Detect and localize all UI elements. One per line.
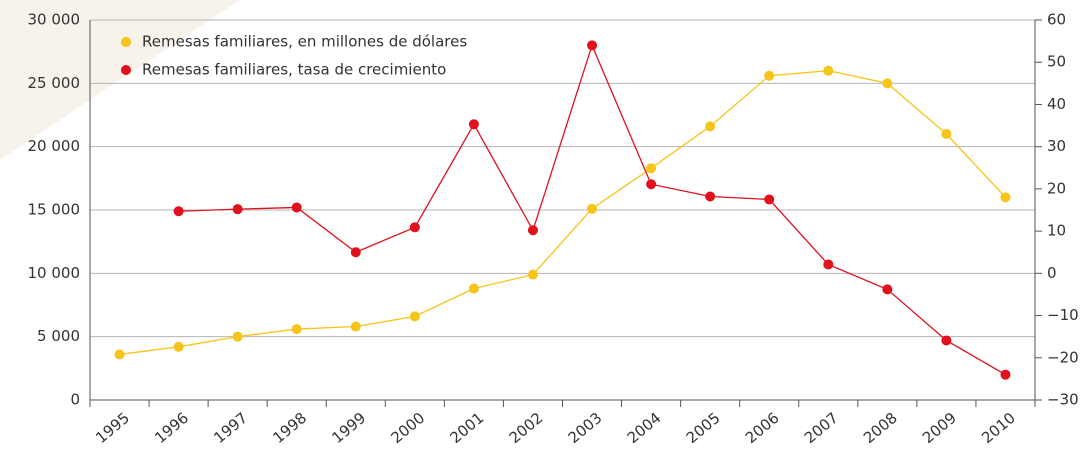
y2-tick-label: −10 — [1047, 306, 1079, 324]
data-point — [823, 65, 834, 76]
legend-label: Remesas familiares, tasa de crecimiento — [142, 61, 446, 79]
x-tick-label: 2009 — [919, 409, 960, 447]
y-tick-label: 5 000 — [37, 327, 80, 345]
x-tick-label: 2001 — [447, 409, 488, 447]
y2-tick-label: 0 — [1047, 264, 1057, 282]
y-tick-label: 0 — [70, 391, 80, 409]
y-tick-label: 30 000 — [28, 11, 81, 29]
y2-tick-label: 10 — [1047, 222, 1066, 240]
data-point — [587, 203, 598, 214]
data-point — [764, 70, 775, 81]
data-point — [291, 202, 302, 213]
x-tick-label: 2006 — [742, 409, 783, 447]
y2-tick-label: 30 — [1047, 137, 1066, 155]
data-point — [705, 191, 716, 202]
data-point — [291, 324, 302, 335]
data-point — [587, 40, 598, 51]
data-point — [114, 349, 125, 360]
data-point — [1000, 192, 1011, 203]
data-point — [941, 335, 952, 346]
data-point — [173, 206, 184, 217]
data-point — [527, 269, 538, 280]
x-tick-label: 2000 — [387, 409, 428, 447]
data-point — [1000, 369, 1011, 380]
legend-label: Remesas familiares, en millones de dólar… — [142, 33, 467, 51]
data-point — [764, 194, 775, 205]
data-point — [350, 247, 361, 258]
y2-tick-label: −30 — [1047, 391, 1079, 409]
data-point — [232, 331, 243, 342]
data-point — [941, 129, 952, 139]
legend-marker — [121, 65, 131, 75]
x-tick-label: 2007 — [801, 409, 842, 447]
data-point — [646, 163, 657, 174]
data-point — [527, 225, 538, 236]
data-point — [468, 283, 479, 294]
x-tick-label: 1996 — [151, 409, 192, 447]
y-tick-label: 10 000 — [28, 264, 81, 282]
x-tick-label: 2003 — [565, 409, 606, 447]
x-tick-label: 2008 — [860, 409, 901, 447]
y-tick-label: 25 000 — [28, 74, 81, 92]
y2-tick-label: 60 — [1047, 11, 1066, 29]
data-point — [468, 119, 479, 130]
x-tick-label: 1998 — [269, 409, 310, 447]
data-point — [646, 179, 657, 190]
y2-tick-label: 40 — [1047, 95, 1066, 113]
data-point — [350, 321, 361, 332]
y-tick-label: 15 000 — [28, 201, 81, 219]
data-point — [705, 121, 716, 132]
data-point — [882, 284, 893, 295]
data-point — [823, 259, 834, 270]
data-point — [409, 222, 420, 233]
x-tick-label: 1997 — [210, 409, 251, 447]
x-tick-label: 2004 — [624, 409, 665, 447]
data-point — [409, 311, 420, 322]
y-tick-label: 20 000 — [28, 137, 81, 155]
legend-marker — [121, 37, 131, 47]
y2-tick-label: 50 — [1047, 53, 1066, 71]
x-tick-label: 1995 — [92, 409, 133, 447]
y2-tick-label: 20 — [1047, 179, 1066, 197]
data-point — [232, 204, 243, 215]
series-line — [119, 70, 1006, 356]
x-tick-label: 2002 — [506, 409, 547, 447]
x-tick-label: 2005 — [683, 409, 724, 447]
data-point — [173, 341, 184, 352]
x-tick-label: 1999 — [328, 409, 369, 447]
data-point — [882, 78, 893, 89]
x-tick-label: 2010 — [978, 409, 1019, 447]
y2-tick-label: −20 — [1047, 348, 1079, 366]
background-corner — [0, 0, 240, 160]
